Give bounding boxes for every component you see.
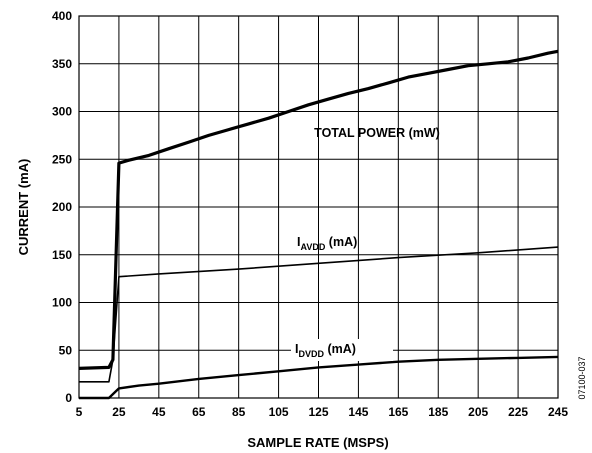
plot-area-frame	[78, 15, 559, 399]
x-tick-label-12: 245	[548, 405, 568, 419]
x-tick-label-5: 105	[269, 405, 289, 419]
figure-code: 07100-037	[577, 356, 587, 399]
y-axis-title: CURRENT (mA)	[16, 159, 31, 256]
idvdd-label-background	[291, 339, 393, 361]
y-tick-label-6: 300	[52, 105, 72, 119]
x-tick-label-1: 25	[112, 405, 126, 419]
y-tick-labels: 0 50 100 150 200 250 300 350 400	[52, 9, 72, 405]
idvdd-label-main: I	[295, 342, 298, 356]
x-tick-label-7: 145	[348, 405, 368, 419]
iavdd-label: IAVDD (mA)	[297, 235, 357, 252]
y-tick-label-4: 200	[52, 200, 72, 214]
y-tick-label-5: 250	[52, 152, 72, 166]
y-tick-label-3: 150	[52, 248, 72, 262]
total-power-label: TOTAL POWER (mW)	[314, 126, 440, 140]
idvdd-label-unit: (mA)	[324, 342, 356, 356]
x-tick-label-4: 85	[232, 405, 246, 419]
x-axis-title: SAMPLE RATE (MSPS)	[247, 435, 388, 450]
y-tick-label-1: 50	[59, 343, 73, 357]
x-tick-label-9: 185	[428, 405, 448, 419]
x-tick-labels: 5 25 45 65 85 105 125 145 165 185 205 225 245	[76, 405, 569, 419]
iavdd-label-main: I	[297, 235, 300, 249]
x-tick-label-0: 5	[76, 405, 83, 419]
y-tick-label-8: 400	[52, 9, 72, 23]
x-tick-label-8: 165	[388, 405, 408, 419]
y-tick-label-2: 100	[52, 296, 72, 310]
idvdd-label-sub: DVDD	[298, 349, 324, 359]
y-tick-label-7: 350	[52, 57, 72, 71]
iavdd-label-sub: AVDD	[300, 242, 325, 252]
x-tick-label-3: 65	[192, 405, 206, 419]
iavdd-label-unit: (mA)	[325, 235, 357, 249]
x-tick-label-10: 205	[468, 405, 488, 419]
series-lines	[78, 49, 559, 400]
total-power-line	[78, 49, 559, 370]
idvdd-line	[79, 355, 559, 400]
y-tick-label-0: 0	[65, 391, 72, 405]
iavdd-line	[79, 246, 559, 383]
x-tick-label-11: 225	[508, 405, 528, 419]
x-tick-label-6: 125	[308, 405, 328, 419]
x-tick-label-2: 45	[152, 405, 166, 419]
idvdd-label: IDVDD (mA)	[295, 342, 356, 359]
